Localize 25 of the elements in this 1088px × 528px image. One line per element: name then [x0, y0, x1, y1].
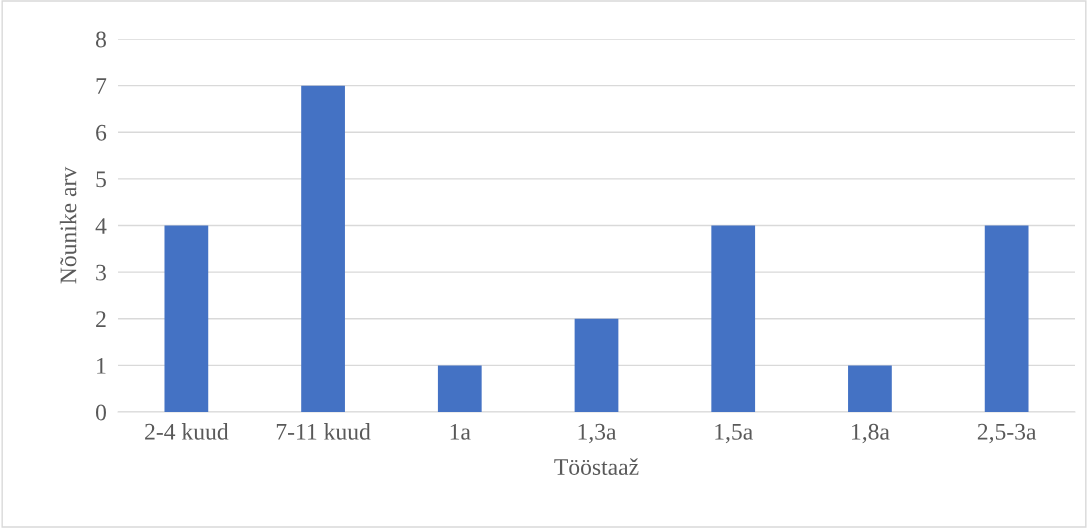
bar — [164, 225, 209, 412]
bar — [848, 365, 892, 412]
x-tick-label: 1,3a — [578, 423, 617, 444]
x-tick-label: 1,5a — [715, 423, 753, 444]
bar — [574, 318, 619, 412]
x-tick-label: 1a — [450, 423, 471, 440]
y-tick-label: 2 — [96, 311, 106, 327]
x-tick-label: 2-4 kuud — [145, 423, 229, 440]
y-axis-title: Nõunike arv — [59, 166, 77, 284]
x-axis-title: Tööstaaž — [554, 458, 639, 476]
x-tick-label: 1,8a — [852, 423, 890, 444]
x-tick-label: 2,5-3a — [977, 423, 1037, 444]
bar — [984, 225, 1029, 412]
x-tick-label: 7-11 kuud — [276, 423, 371, 440]
y-tick-label: 5 — [96, 171, 106, 188]
bar — [711, 225, 756, 412]
y-tick-label: 6 — [96, 124, 107, 141]
y-tick-label: 1 — [97, 357, 106, 374]
y-tick-label: 7 — [96, 78, 107, 94]
y-tick-label: 4 — [95, 218, 107, 234]
bar — [301, 85, 345, 412]
y-tick-label: 0 — [95, 404, 106, 421]
bar — [437, 365, 482, 412]
y-tick-label: 3 — [96, 264, 106, 281]
y-tick-label: 8 — [95, 31, 106, 48]
